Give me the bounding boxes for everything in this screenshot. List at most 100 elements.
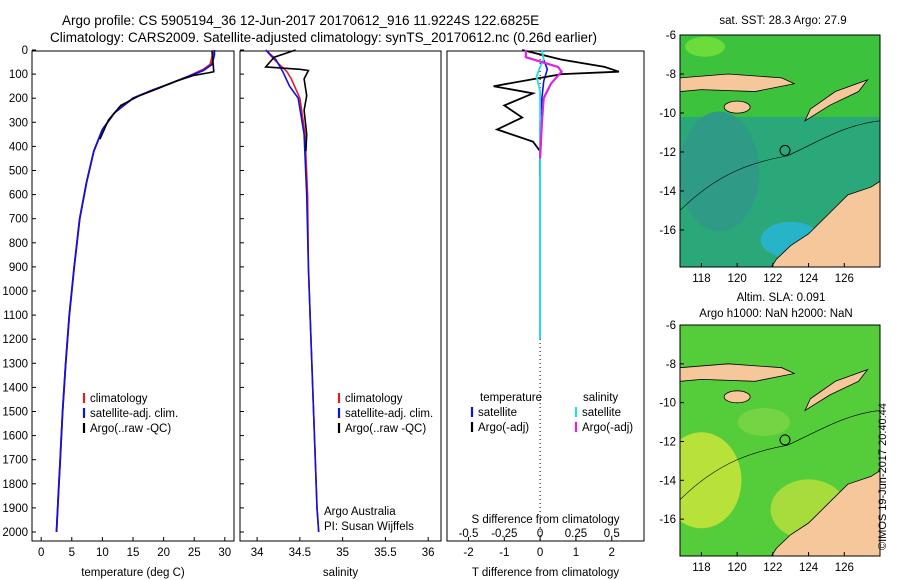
- sst-map-frame: [679, 34, 881, 268]
- sla-lon-tick-label: 118: [692, 562, 710, 574]
- depth-ytick-label: 600: [9, 190, 28, 202]
- sla-lat-tick-label: -14: [659, 475, 676, 487]
- sla-map-title: Altim. SLA: 0.091: [737, 292, 826, 304]
- sst-lat-tick-label: -6: [666, 30, 676, 42]
- depth-ytick-label: 1700: [2, 455, 28, 467]
- sst-argo-location-marker: [779, 144, 791, 156]
- argo-australia-note: Argo Australia: [324, 506, 396, 518]
- temperature-xtick-label: 30: [218, 547, 231, 559]
- depth-ytick-label: 300: [9, 117, 28, 129]
- temperature-panel-frame: [31, 50, 235, 542]
- sla-lat-tick-label: -8: [666, 359, 676, 371]
- salinity-xtick-label: 34.5: [289, 547, 311, 559]
- sla-argo-location-marker: [779, 434, 791, 446]
- tdiff-legend-label-0: satellite: [478, 407, 517, 419]
- sla-lon-tick-label: 122: [763, 562, 782, 574]
- sst-map-group: [679, 34, 881, 268]
- sla-lat-tick-label: -10: [659, 398, 676, 410]
- salinity-panel-frame: [239, 50, 442, 542]
- temperature-xtick-label: 20: [157, 547, 170, 559]
- sla-map-group: [679, 324, 881, 557]
- sst-lat-tick-label: -10: [659, 108, 676, 120]
- salinity-legend-title: salinity: [583, 392, 618, 404]
- sla-lon-tick-label: 126: [835, 562, 854, 574]
- tdiff-xtick-label: -2: [463, 547, 473, 559]
- sla-map-frame: [679, 324, 881, 557]
- salinity-legend-label-2: Argo(..raw -QC): [345, 423, 426, 435]
- temperature-legend-label-0: climatology: [90, 393, 148, 405]
- sst-lon-tick-label: 120: [728, 273, 747, 285]
- tdiff-xtick-label: -1: [499, 547, 509, 559]
- depth-ytick-label: 500: [9, 166, 28, 178]
- imos-stamp: ©IMOS 19-Jun-2017 20:40:44: [877, 403, 889, 550]
- sst-lat-tick-label: -14: [659, 186, 676, 198]
- difference-series-2: [535, 49, 545, 340]
- depth-ytick-label: 1600: [2, 431, 28, 443]
- salinity-xtick-label: 36: [422, 547, 435, 559]
- depth-ytick-label: 100: [9, 69, 28, 81]
- sla-lon-tick-label: 120: [728, 562, 747, 574]
- salinity-xtick-label: 35.5: [374, 547, 396, 559]
- sdiff-xtick-label: -0.5: [459, 528, 479, 540]
- sla-timor-land: [804, 368, 869, 412]
- depth-ytick-label: 400: [9, 141, 28, 153]
- salinity-series-1: [265, 49, 320, 533]
- temperature-series-2: [99, 51, 215, 140]
- tdiff-xlabel: T difference from climatology: [472, 567, 619, 579]
- sla-lat-tick-label: -12: [659, 436, 676, 448]
- plot-title-line2: Climatology: CARS2009. Satellite-adjuste…: [50, 30, 598, 45]
- tdiff-xtick-label: 2: [609, 547, 615, 559]
- temperature-xtick-label: 10: [96, 547, 109, 559]
- depth-ytick-label: 2000: [2, 527, 28, 539]
- sst-contour: [680, 120, 880, 211]
- sla-contour: [680, 410, 880, 500]
- sla-map-field: [680, 325, 880, 556]
- depth-ytick-label: 800: [9, 238, 28, 250]
- temperature-legend-label-1: satellite-adj. clim.: [90, 408, 178, 420]
- tdiff-legend-label-1: Argo(-adj): [478, 422, 529, 434]
- sst-lon-tick-label: 124: [799, 273, 819, 285]
- sst-flores-land: [680, 73, 796, 92]
- depth-ytick-label: 1800: [2, 479, 28, 491]
- plot-title-line1: Argo profile: CS 5905194_36 12-Jun-2017 …: [62, 13, 540, 28]
- salinity-legend-label-0: climatology: [345, 393, 403, 405]
- sst-lat-tick-label: -16: [659, 225, 676, 237]
- difference-panel-frame: [446, 50, 645, 542]
- sla-map-subtitle: Argo h1000: NaN h2000: NaN: [699, 308, 852, 320]
- pi-name-note: PI: Susan Wijffels: [324, 521, 414, 533]
- temperature-xlabel: temperature (deg C): [81, 567, 185, 579]
- difference-series-1: [493, 49, 620, 176]
- sdiff-xtick-label: 0.5: [604, 528, 620, 540]
- salinity-legend-label-1: satellite-adj. clim.: [345, 408, 433, 420]
- sdiff-xtick-label: -0.25: [491, 528, 517, 540]
- sdiff-xlabel: S difference from climatology: [471, 514, 619, 526]
- sst-map-field: [680, 35, 880, 267]
- temperature-series-1: [55, 50, 216, 533]
- sst-sumba-land: [723, 100, 751, 114]
- depth-ytick-label: 1300: [2, 358, 28, 370]
- temperature-legend-title: temperature: [480, 392, 542, 404]
- temperature-xtick-label: 5: [69, 547, 75, 559]
- sla-high-patch: [680, 432, 742, 529]
- sst-warm-patch: [685, 36, 725, 57]
- depth-ytick-label: 0: [22, 45, 28, 57]
- sst-lon-tick-label: 122: [763, 273, 782, 285]
- sst-map-title: sat. SST: 28.3 Argo: 27.9: [719, 15, 846, 27]
- salinity-xtick-label: 35: [336, 547, 349, 559]
- sla-australia-land: [770, 470, 880, 556]
- sst-cool-patch: [680, 111, 760, 232]
- sla-sumba-land: [723, 390, 751, 404]
- sdiff-legend-label-0: satellite: [582, 407, 621, 419]
- sst-australia-land: [770, 180, 880, 267]
- depth-ytick-label: 900: [9, 262, 28, 274]
- sst-lon-tick-label: 118: [692, 273, 710, 285]
- sla-lat-tick-label: -16: [659, 514, 676, 526]
- temperature-xtick-label: 15: [127, 547, 140, 559]
- depth-ytick-label: 700: [9, 214, 28, 226]
- depth-ytick-label: 1000: [2, 286, 28, 298]
- depth-ytick-label: 1500: [2, 407, 28, 419]
- sst-lat-tick-label: -12: [659, 147, 676, 159]
- depth-ytick-label: 1400: [2, 382, 28, 394]
- temperature-xtick-label: 0: [38, 547, 44, 559]
- sla-flores-land: [680, 363, 796, 382]
